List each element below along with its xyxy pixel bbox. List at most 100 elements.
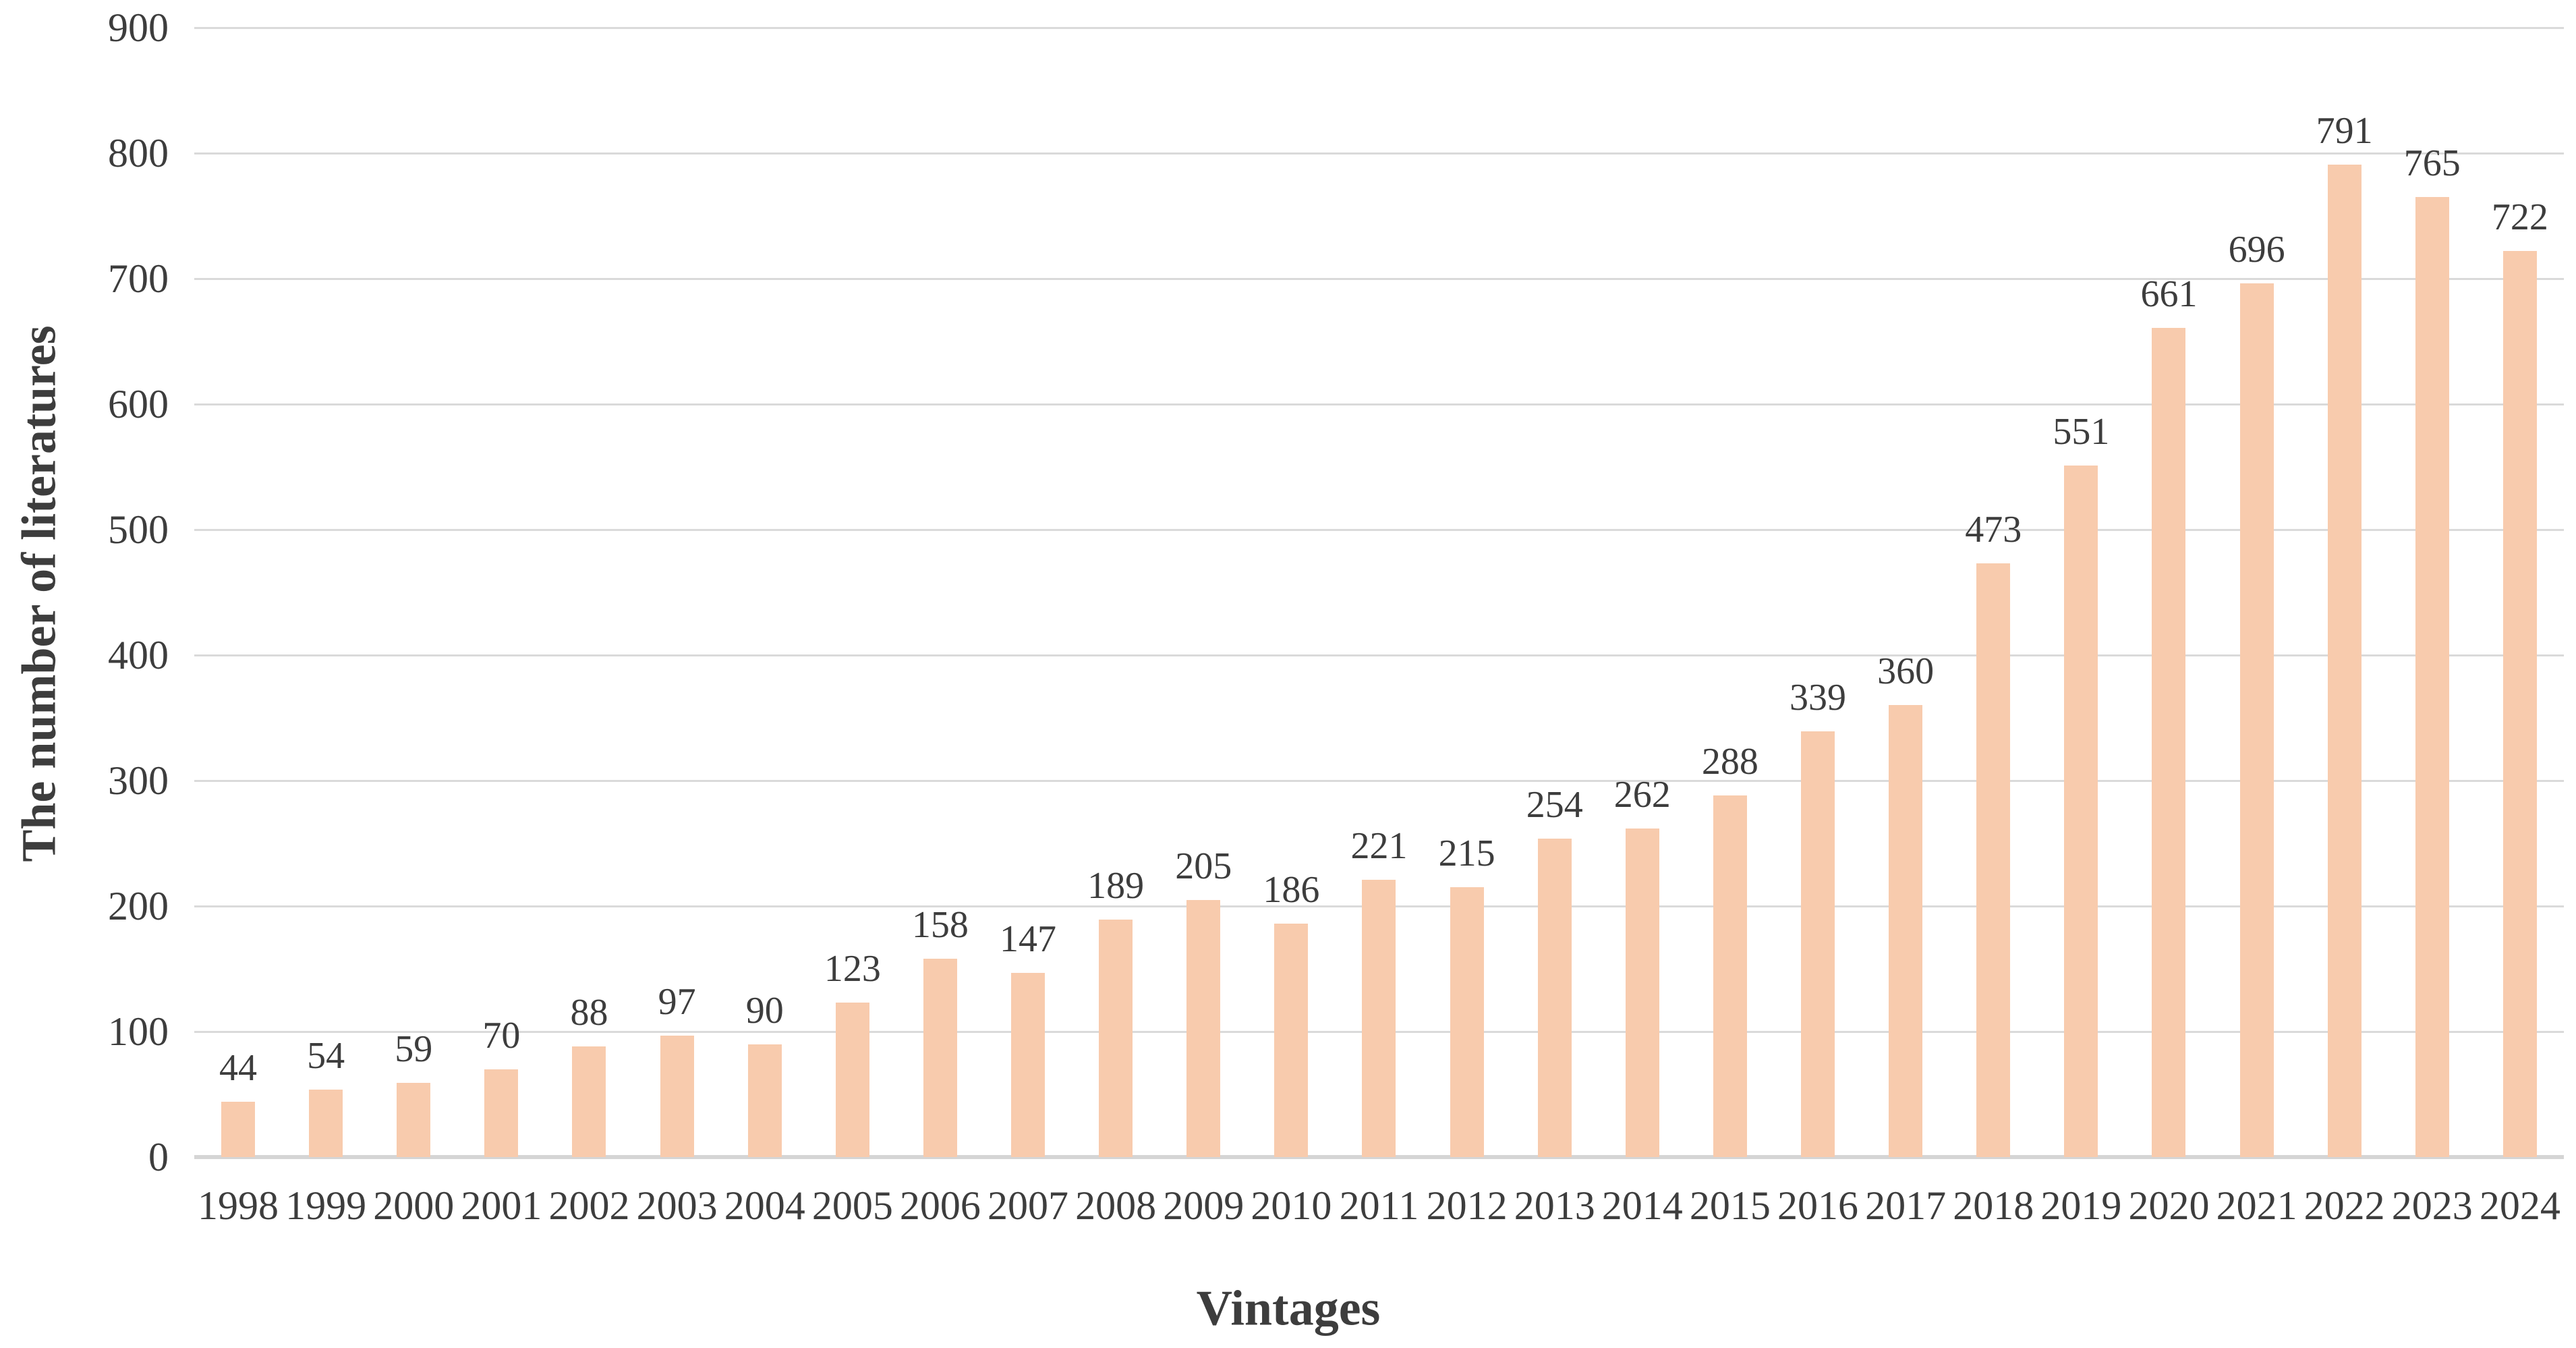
x-axis-label: 2014: [1601, 1183, 1683, 1228]
x-axis-label: 2023: [2391, 1183, 2473, 1228]
bar-slot: 661: [2125, 28, 2212, 1157]
bar-2016: [1801, 731, 1835, 1157]
bar-2006: [923, 959, 957, 1157]
bar-slot: 221: [1335, 28, 1423, 1157]
bar-value-label: 791: [2316, 109, 2373, 152]
bar-slot: 215: [1423, 28, 1511, 1157]
bar-2020: [2152, 327, 2186, 1157]
bar-2008: [1099, 920, 1133, 1157]
plot-area: 44 54 59 70 88 97 90 123 158 147 189 205 186 221 215 25…: [194, 26, 2564, 1159]
bar-2021: [2239, 283, 2274, 1157]
bar-value-label: 44: [219, 1047, 258, 1090]
bar-2019: [2064, 466, 2098, 1157]
bar-value-label: 360: [1877, 650, 1935, 693]
bar-value-label: 722: [2491, 196, 2548, 239]
y-axis-tick-label: 900: [108, 5, 169, 50]
x-axis-label: 2006: [899, 1183, 981, 1228]
bar-slot: 147: [984, 28, 1072, 1157]
x-axis-label: 2015: [1689, 1183, 1771, 1228]
bar-value-label: 158: [911, 904, 969, 947]
x-axis-label: 2011: [1339, 1183, 1419, 1228]
bar-slot: 262: [1599, 28, 1686, 1157]
bar-slot: 88: [545, 28, 633, 1157]
x-axis-label: 2024: [2479, 1183, 2560, 1228]
bar-slot: 97: [633, 28, 721, 1157]
bar-value-label: 221: [1350, 824, 1408, 867]
bar-2018: [1976, 563, 2011, 1157]
bar-value-label: 215: [1438, 833, 1495, 875]
bar-value-label: 696: [2228, 229, 2285, 271]
bar-value-label: 551: [2053, 411, 2110, 453]
y-axis-tick-label: 600: [108, 381, 169, 426]
bar-value-label: 147: [1000, 918, 1057, 960]
bar-2022: [2327, 164, 2362, 1157]
bar-value-label: 661: [2140, 273, 2198, 315]
bar-value-label: 186: [1263, 869, 1320, 911]
x-axis-label: 2013: [1514, 1183, 1595, 1228]
x-axis-label: 2012: [1426, 1183, 1508, 1228]
bar-value-label: 90: [745, 989, 784, 1032]
bar-2023: [2415, 197, 2449, 1157]
bar-2009: [1186, 899, 1221, 1157]
x-axis-label: 1999: [285, 1183, 367, 1228]
bar-slot: 473: [1949, 28, 2037, 1157]
y-axis-tick-label: 300: [108, 758, 169, 803]
bar-slot: 765: [2388, 28, 2476, 1157]
bar-value-label: 288: [1701, 741, 1758, 783]
bar-slot: 44: [194, 28, 282, 1157]
x-axis-label: 2008: [1075, 1183, 1157, 1228]
bar-2011: [1362, 879, 1396, 1157]
bar-2007: [1011, 972, 1046, 1157]
gridline: [194, 654, 2564, 656]
bar-value-label: 59: [395, 1028, 433, 1071]
bar-slot: 59: [370, 28, 457, 1157]
bar-2000: [397, 1083, 431, 1157]
bar-slot: 205: [1160, 28, 1247, 1157]
bar-value-label: 339: [1790, 677, 1847, 719]
bar-value-label: 88: [570, 992, 608, 1034]
bar-2012: [1450, 887, 1484, 1157]
gridline: [194, 528, 2564, 531]
x-axis-label: 2003: [636, 1183, 718, 1228]
x-axis-label: 2007: [988, 1183, 1069, 1228]
bars-layer: 44 54 59 70 88 97 90 123 158 147 189 205 186 221 215 25…: [194, 28, 2564, 1157]
bar-2010: [1274, 924, 1309, 1157]
bar-2017: [1889, 705, 1923, 1157]
x-axis-line: [194, 1155, 2564, 1159]
x-axis-label: 2019: [2040, 1183, 2122, 1228]
bar-value-label: 262: [1613, 773, 1671, 816]
bar-2003: [660, 1035, 694, 1157]
y-axis-tick-label: 500: [108, 507, 169, 552]
bar-2015: [1713, 795, 1747, 1157]
gridline: [194, 152, 2564, 155]
x-axis-label: 2018: [1953, 1183, 2034, 1228]
bar-slot: 791: [2301, 28, 2388, 1157]
x-axis-label: 2022: [2303, 1183, 2385, 1228]
bar-2004: [747, 1044, 782, 1157]
x-axis-label: 2001: [461, 1183, 542, 1228]
bar-value-label: 473: [1965, 509, 2022, 551]
x-axis-label: 2004: [724, 1183, 805, 1228]
x-axis-label: 2021: [2216, 1183, 2297, 1228]
y-axis-tick-labels: 0 100 200 300 400 500 600 700 800 900: [0, 7, 169, 1177]
gridline: [194, 277, 2564, 280]
x-axis-label: 2002: [548, 1183, 630, 1228]
gridline: [194, 403, 2564, 405]
bar-slot: 696: [2213, 28, 2301, 1157]
bar-slot: 186: [1247, 28, 1335, 1157]
bar-slot: 288: [1686, 28, 1774, 1157]
bar-2002: [572, 1046, 606, 1157]
bar-value-label: 254: [1526, 783, 1583, 826]
y-axis-tick-label: 0: [148, 1135, 169, 1179]
x-axis-label: 2017: [1865, 1183, 1947, 1228]
gridline: [194, 26, 2564, 29]
bar-2024: [2502, 251, 2537, 1157]
bar-2005: [835, 1003, 869, 1157]
y-axis-tick-label: 800: [108, 131, 169, 175]
bar-2001: [484, 1069, 519, 1157]
y-axis-tick-label: 400: [108, 633, 169, 677]
y-axis-tick-label: 100: [108, 1009, 169, 1054]
x-axis-label: 2016: [1777, 1183, 1859, 1228]
bar-slot: 123: [809, 28, 896, 1157]
